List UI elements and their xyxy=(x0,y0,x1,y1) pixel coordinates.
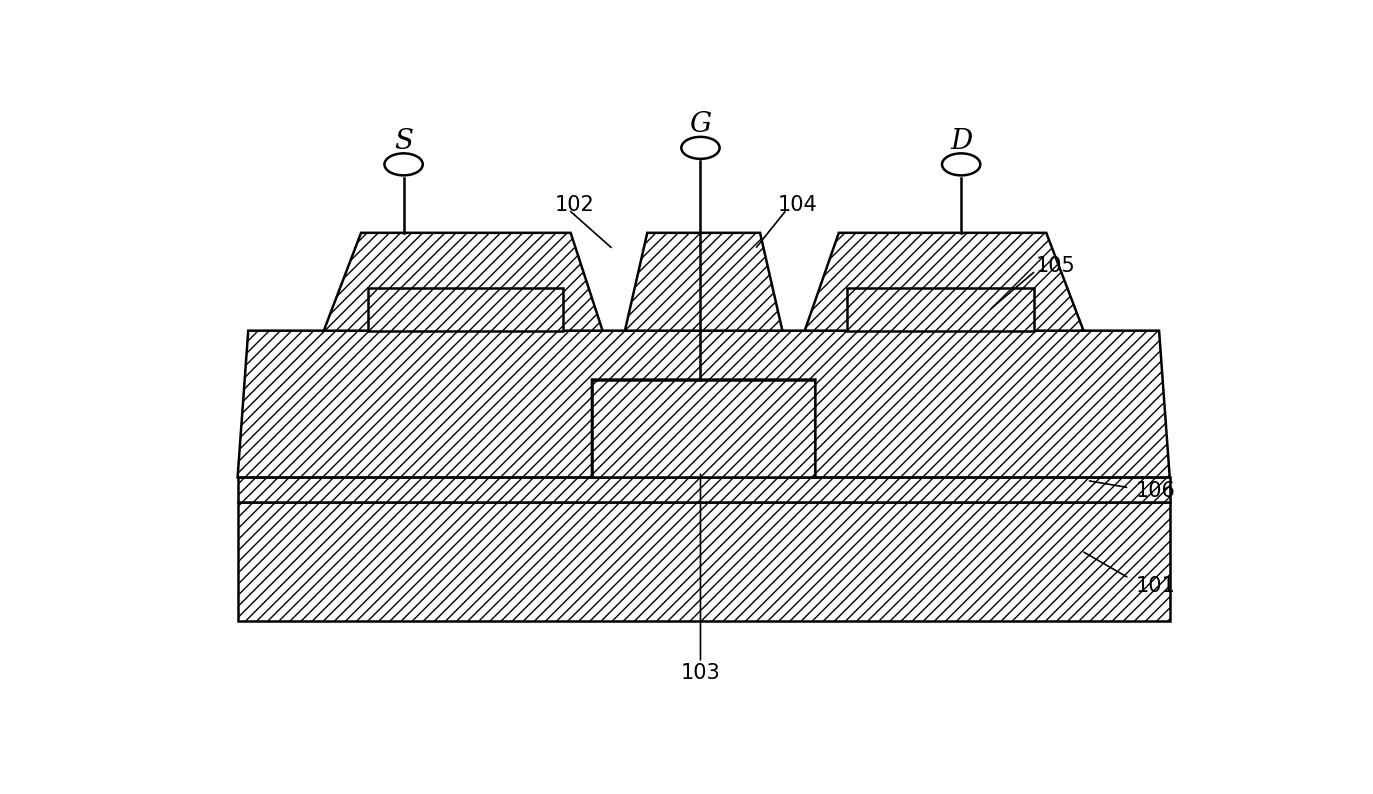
Text: D: D xyxy=(950,128,972,155)
Polygon shape xyxy=(368,288,563,330)
Polygon shape xyxy=(238,502,1170,621)
Polygon shape xyxy=(847,288,1034,330)
Polygon shape xyxy=(625,233,783,330)
Polygon shape xyxy=(592,380,816,477)
Text: 101: 101 xyxy=(1135,576,1175,596)
Text: 105: 105 xyxy=(1035,256,1075,276)
Polygon shape xyxy=(805,233,1083,330)
Text: 104: 104 xyxy=(778,195,818,215)
Text: 103: 103 xyxy=(681,663,721,683)
Text: S: S xyxy=(394,128,413,155)
Polygon shape xyxy=(324,233,603,330)
Text: G: G xyxy=(689,111,711,138)
Polygon shape xyxy=(238,330,1170,477)
Text: 106: 106 xyxy=(1135,481,1175,502)
Polygon shape xyxy=(238,477,1170,502)
Text: 102: 102 xyxy=(555,195,595,215)
